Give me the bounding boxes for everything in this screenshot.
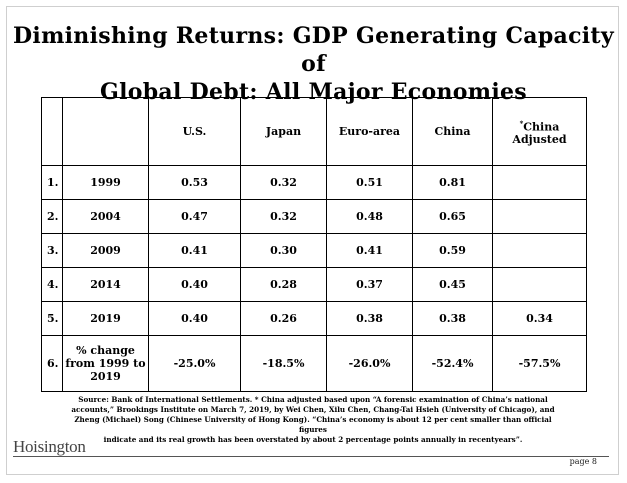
row-number: 6. bbox=[41, 335, 63, 392]
hoisington-logo: Hoisington bbox=[13, 437, 86, 456]
header-china-adjusted: *China Adjusted bbox=[492, 97, 587, 166]
cell-china-adjusted bbox=[492, 199, 587, 234]
header-euro-area: Euro-area bbox=[326, 97, 413, 166]
source-note: Source: Bank of International Settlement… bbox=[71, 395, 555, 444]
cell-us: 0.47 bbox=[148, 199, 241, 234]
row-number: 3. bbox=[41, 233, 63, 268]
cell-china: -52.4% bbox=[412, 335, 493, 392]
page-number: page 8 bbox=[569, 457, 597, 466]
header-japan: Japan bbox=[240, 97, 327, 166]
asterisk-mark: * bbox=[519, 118, 524, 128]
change-row-label: % change from 1999 to 2019 bbox=[62, 335, 149, 392]
cell-us: -25.0% bbox=[148, 335, 241, 392]
gdp-debt-table: U.S. Japan Euro-area China *China Adjust… bbox=[41, 97, 587, 392]
cell-china: 0.45 bbox=[412, 267, 493, 302]
header-blank-num bbox=[41, 97, 63, 166]
cell-us: 0.53 bbox=[148, 165, 241, 200]
footer-divider bbox=[13, 456, 609, 457]
cell-china: 0.65 bbox=[412, 199, 493, 234]
cell-japan: 0.32 bbox=[240, 165, 327, 200]
cell-japan: 0.30 bbox=[240, 233, 327, 268]
cell-japan: -18.5% bbox=[240, 335, 327, 392]
cell-china-adjusted bbox=[492, 233, 587, 268]
cell-china: 0.81 bbox=[412, 165, 493, 200]
table-row: 2. 2004 0.47 0.32 0.48 0.65 bbox=[41, 199, 587, 234]
table-row: 3. 2009 0.41 0.30 0.41 0.59 bbox=[41, 233, 587, 268]
row-label: 2004 bbox=[62, 199, 149, 234]
cell-japan: 0.32 bbox=[240, 199, 327, 234]
header-china: China bbox=[412, 97, 493, 166]
cell-china-adjusted: 0.34 bbox=[492, 301, 587, 336]
row-number: 5. bbox=[41, 301, 63, 336]
cell-euro: 0.41 bbox=[326, 233, 413, 268]
row-number: 2. bbox=[41, 199, 63, 234]
row-number: 1. bbox=[41, 165, 63, 200]
row-label: 2019 bbox=[62, 301, 149, 336]
cell-china-adjusted bbox=[492, 165, 587, 200]
table-row: 1. 1999 0.53 0.32 0.51 0.81 bbox=[41, 165, 587, 200]
row-label: 1999 bbox=[62, 165, 149, 200]
cell-china: 0.59 bbox=[412, 233, 493, 268]
header-blank-label bbox=[62, 97, 149, 166]
change-row: 6. % change from 1999 to 2019 -25.0% -18… bbox=[41, 335, 587, 392]
cell-euro: 0.48 bbox=[326, 199, 413, 234]
cell-euro: -26.0% bbox=[326, 335, 413, 392]
title-line-1: Diminishing Returns: GDP Generating Capa… bbox=[13, 23, 614, 77]
row-label: 2014 bbox=[62, 267, 149, 302]
table-header-row: U.S. Japan Euro-area China *China Adjust… bbox=[41, 97, 587, 166]
cell-us: 0.40 bbox=[148, 301, 241, 336]
cell-us: 0.40 bbox=[148, 267, 241, 302]
cell-china-adjusted bbox=[492, 267, 587, 302]
row-number: 4. bbox=[41, 267, 63, 302]
cell-euro: 0.51 bbox=[326, 165, 413, 200]
table-row: 4. 2014 0.40 0.28 0.37 0.45 bbox=[41, 267, 587, 302]
cell-japan: 0.28 bbox=[240, 267, 327, 302]
cell-euro: 0.38 bbox=[326, 301, 413, 336]
header-us: U.S. bbox=[148, 97, 241, 166]
slide-title: Diminishing Returns: GDP Generating Capa… bbox=[0, 22, 627, 106]
cell-us: 0.41 bbox=[148, 233, 241, 268]
cell-euro: 0.37 bbox=[326, 267, 413, 302]
row-label: 2009 bbox=[62, 233, 149, 268]
cell-china: 0.38 bbox=[412, 301, 493, 336]
cell-china-adjusted: -57.5% bbox=[492, 335, 587, 392]
table-row: 5. 2019 0.40 0.26 0.38 0.38 0.34 bbox=[41, 301, 587, 336]
cell-japan: 0.26 bbox=[240, 301, 327, 336]
